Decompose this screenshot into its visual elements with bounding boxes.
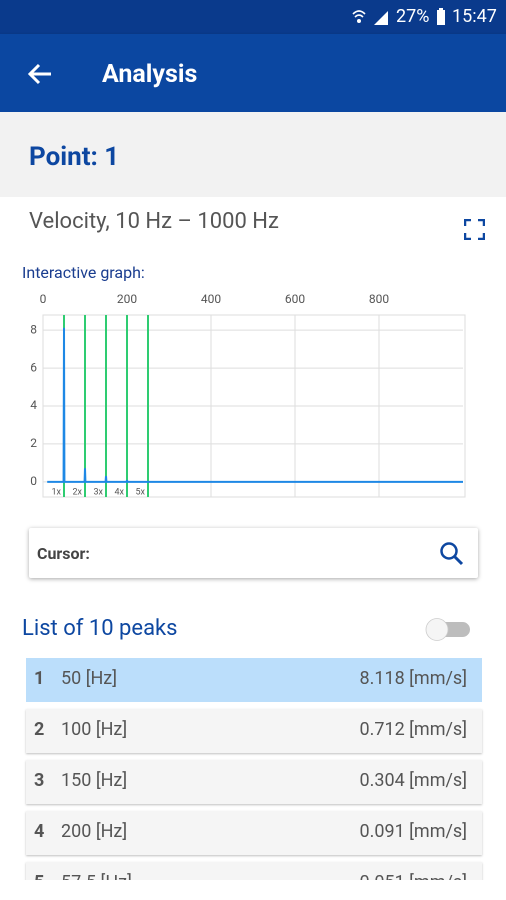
peak-amplitude: 0.304 [mm/s]	[359, 770, 467, 791]
y-tick-label: 6	[30, 360, 37, 374]
harmonic-label: 4x	[114, 487, 124, 497]
signal-icons	[352, 10, 388, 25]
peak-index: 5	[34, 874, 44, 881]
back-button[interactable]	[27, 62, 53, 86]
peak-row[interactable]: 4 200 [Hz] 0.091 [mm/s]	[26, 811, 482, 855]
battery-icon	[437, 8, 445, 25]
peak-frequency: 50 [Hz]	[61, 668, 118, 689]
peak-frequency: 150 [Hz]	[61, 770, 128, 791]
app-bar: Analysis	[0, 34, 506, 112]
y-tick-label: 8	[30, 322, 37, 336]
peaks-title: List of 10 peaks	[22, 616, 178, 641]
x-tick-label: 0	[40, 292, 47, 306]
peak-frequency: 200 [Hz]	[61, 821, 128, 842]
y-tick-label: 4	[30, 398, 37, 412]
peak-row[interactable]: 2 100 [Hz] 0.712 [mm/s]	[26, 709, 482, 753]
peak-amplitude: 8.118 [mm/s]	[359, 668, 467, 689]
graph-label: Interactive graph:	[22, 263, 145, 282]
fullscreen-button[interactable]	[464, 219, 485, 240]
point-title: Point: 1	[29, 142, 120, 172]
y-tick-label: 0	[30, 474, 37, 488]
point-section: Point: 1	[0, 112, 506, 197]
measurement-title: Velocity, 10 Hz – 1000 Hz	[29, 209, 279, 234]
app-title: Analysis	[102, 60, 198, 89]
peak-amplitude: 0.091 [mm/s]	[359, 821, 467, 842]
peak-list: 1 50 [Hz] 8.118 [mm/s] 2 100 [Hz] 0.712 [mm/s…	[0, 650, 506, 880]
peak-row[interactable]: 5 57.5 [Hz] 0.051 [mm/s]	[26, 862, 482, 880]
peak-row[interactable]: 3 150 [Hz] 0.304 [mm/s]	[26, 760, 482, 804]
harmonic-label: 3x	[93, 487, 103, 497]
x-tick-label: 200	[117, 292, 137, 306]
cursor-label: Cursor:	[37, 544, 90, 563]
chart: 0 200 400 600 800 0 2 4 6 8 1x 2x 3x 4x 5x	[30, 292, 466, 498]
x-tick-label: 600	[285, 292, 305, 306]
peak-amplitude: 0.051 [mm/s]	[359, 874, 467, 881]
peak-index: 2	[34, 719, 45, 740]
toggle[interactable]	[422, 614, 474, 644]
peak-index: 4	[34, 821, 45, 842]
harmonic-label: 2x	[72, 487, 82, 497]
peak-frequency: 57.5 [Hz]	[61, 874, 132, 881]
peak-index: 1	[34, 668, 45, 689]
peak-row[interactable]: 1 50 [Hz] 8.118 [mm/s]	[26, 658, 482, 702]
peak-index: 3	[34, 770, 45, 791]
harmonic-label: 1x	[51, 487, 61, 497]
peak-frequency: 100 [Hz]	[61, 719, 128, 740]
y-tick-label: 2	[30, 436, 37, 450]
x-tick-label: 800	[369, 292, 389, 306]
battery-percent: 27%	[396, 6, 430, 27]
spectrum-line	[47, 327, 463, 483]
peak-amplitude: 0.712 [mm/s]	[359, 719, 467, 740]
clock: 15:47	[452, 6, 497, 27]
x-tick-label: 400	[201, 292, 221, 306]
status-bar: 27% 15:47	[0, 0, 506, 34]
search-button[interactable]	[439, 541, 465, 567]
cursor-card[interactable]: Cursor:	[29, 528, 478, 578]
harmonic-label: 5x	[135, 487, 145, 497]
